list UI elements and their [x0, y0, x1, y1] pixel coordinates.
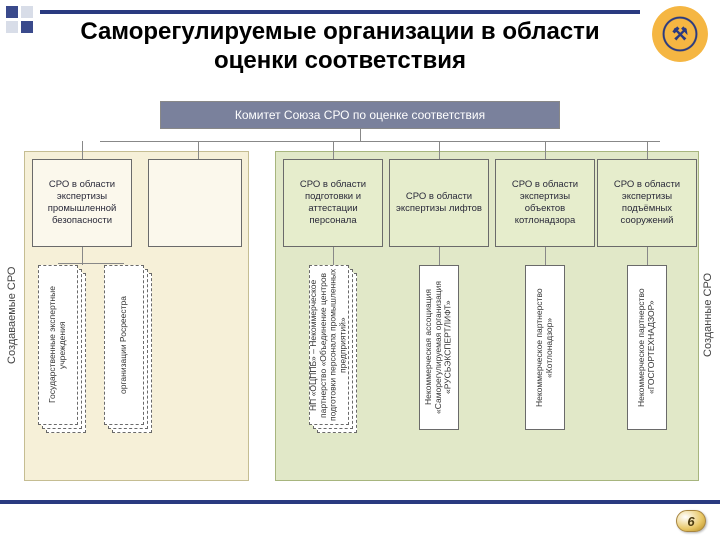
category-box: СРО в области экспертизы объектов котлон… [495, 159, 595, 247]
footer-rule [0, 500, 720, 504]
connector [545, 141, 546, 159]
connector [647, 247, 648, 265]
title-bar: Саморегулируемые организации в области о… [40, 10, 640, 80]
category-box: СРО в области экспертизы лифтов [389, 159, 489, 247]
connector [333, 247, 334, 265]
connector [100, 141, 660, 142]
page-number-badge: 6 [676, 510, 706, 532]
connector [333, 141, 334, 159]
committee-box: Комитет Союза СРО по оценке соответствия [160, 101, 560, 129]
org-label: Государственные экспертные учреждения [48, 266, 68, 424]
connector [198, 141, 199, 159]
org-chart: Комитет Союза СРО по оценке соответствия… [0, 95, 720, 490]
connector [647, 141, 648, 159]
page-title: Саморегулируемые организации в области о… [40, 18, 640, 76]
org-box: Некоммерческое партнерство «ГОСГОРТЕХНАД… [627, 265, 667, 430]
connector [545, 247, 546, 265]
org-label: Некоммерческое партнерство «Котлонадзор» [535, 266, 555, 429]
org-label: НП «ОЦППБ» – Некоммерческое партнерство … [309, 266, 348, 424]
org-label: организации Росреестра [119, 296, 129, 394]
side-label-creating: Создаваемые СРО [6, 215, 22, 415]
category-box [148, 159, 242, 247]
connector [439, 247, 440, 265]
org-box: Некоммерческое партнерство «Котлонадзор» [525, 265, 565, 430]
corner-decoration [6, 6, 33, 33]
category-box: СРО в области экспертизы подъёмных соору… [597, 159, 697, 247]
org-box-stack: организации Росреестра [104, 265, 148, 435]
org-label: Некоммерческая ассоциация «Саморегулируе… [424, 266, 453, 429]
org-logo [652, 6, 708, 62]
connector [360, 129, 361, 141]
org-box-stack: Государственные экспертные учреждения [38, 265, 82, 435]
org-box: Некоммерческая ассоциация «Саморегулируе… [419, 265, 459, 430]
connector [439, 141, 440, 159]
connector [58, 263, 124, 264]
org-label: Некоммерческое партнерство «ГОСГОРТЕХНАД… [637, 266, 657, 429]
org-box-stack: НП «ОЦППБ» – Некоммерческое партнерство … [309, 265, 353, 435]
connector [82, 141, 83, 159]
category-box: СРО в области экспертизы промышленной бе… [32, 159, 132, 247]
side-label-created: Созданные СРО [702, 215, 718, 415]
category-box: СРО в области подготовки и аттестации пе… [283, 159, 383, 247]
